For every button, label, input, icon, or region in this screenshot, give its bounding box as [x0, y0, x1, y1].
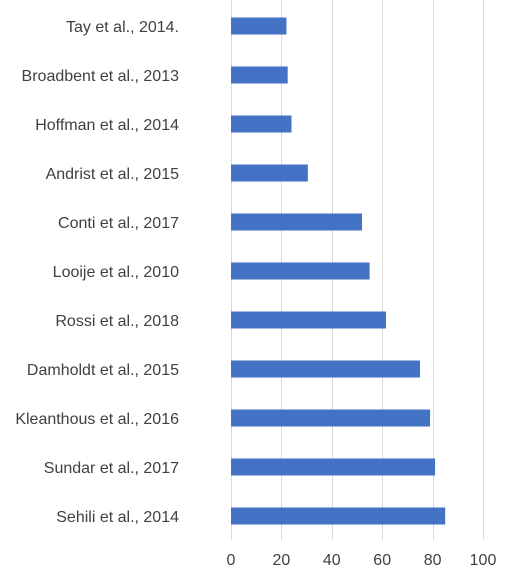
category-label: Hoffman et al., 2014: [35, 117, 179, 134]
category-label: Kleanthous et al., 2016: [15, 411, 179, 428]
bar: [231, 507, 446, 525]
x-tick-label: 20: [273, 552, 291, 569]
bar: [231, 115, 292, 133]
category-label: Rossi et al., 2018: [55, 313, 179, 330]
x-tick-label: 40: [323, 552, 341, 569]
bar: [231, 66, 288, 84]
category-label: Tay et al., 2014.: [66, 19, 179, 36]
category-label: Broadbent et al., 2013: [22, 68, 180, 85]
x-tick-labels: 0 20 40 60 80 100: [227, 552, 497, 569]
bar: [231, 409, 431, 427]
bar: [231, 311, 386, 329]
bar: [231, 458, 436, 476]
x-tick-label: 60: [373, 552, 391, 569]
bar: [231, 213, 363, 231]
bars: [231, 17, 446, 525]
bar: [231, 17, 287, 35]
bar: [231, 360, 420, 378]
bar: [231, 262, 370, 280]
category-label: Sundar et al., 2017: [44, 460, 179, 477]
category-label: Sehili et al., 2014: [56, 509, 179, 526]
x-tick-label: 0: [227, 552, 236, 569]
category-label: Looije et al., 2010: [53, 264, 179, 281]
category-label: Damholdt et al., 2015: [27, 362, 179, 379]
bar: [231, 164, 308, 182]
x-tick-label: 80: [424, 552, 442, 569]
category-label: Andrist et al., 2015: [46, 166, 180, 183]
category-label: Conti et al., 2017: [58, 215, 179, 232]
category-labels: Tay et al., 2014. Broadbent et al., 2013 H…: [15, 19, 179, 526]
x-tick-label: 100: [470, 552, 497, 569]
